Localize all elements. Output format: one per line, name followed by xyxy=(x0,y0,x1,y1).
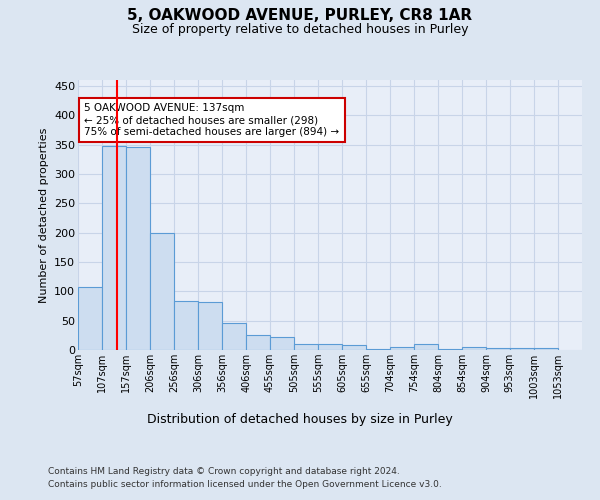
Bar xyxy=(150,232,174,350)
Bar xyxy=(246,336,270,350)
Text: 5, OAKWOOD AVENUE, PURLEY, CR8 1AR: 5, OAKWOOD AVENUE, PURLEY, CR8 1AR xyxy=(127,8,473,22)
Y-axis label: Number of detached properties: Number of detached properties xyxy=(38,128,49,302)
Bar xyxy=(342,344,366,350)
Text: Size of property relative to detached houses in Purley: Size of property relative to detached ho… xyxy=(132,22,468,36)
Bar xyxy=(414,344,438,350)
Bar xyxy=(486,348,510,350)
Bar xyxy=(462,347,486,350)
Bar xyxy=(102,146,126,350)
Bar xyxy=(390,347,414,350)
Bar xyxy=(270,337,294,350)
Text: 5 OAKWOOD AVENUE: 137sqm
← 25% of detached houses are smaller (298)
75% of semi-: 5 OAKWOOD AVENUE: 137sqm ← 25% of detach… xyxy=(84,104,340,136)
Bar xyxy=(198,302,222,350)
Bar xyxy=(318,344,342,350)
Bar xyxy=(126,148,150,350)
Text: Contains public sector information licensed under the Open Government Licence v3: Contains public sector information licen… xyxy=(48,480,442,489)
Bar xyxy=(534,348,558,350)
Bar xyxy=(510,348,534,350)
Text: Contains HM Land Registry data © Crown copyright and database right 2024.: Contains HM Land Registry data © Crown c… xyxy=(48,468,400,476)
Bar xyxy=(222,323,246,350)
Bar xyxy=(174,302,198,350)
Text: Distribution of detached houses by size in Purley: Distribution of detached houses by size … xyxy=(147,412,453,426)
Bar xyxy=(78,287,102,350)
Bar xyxy=(294,344,318,350)
